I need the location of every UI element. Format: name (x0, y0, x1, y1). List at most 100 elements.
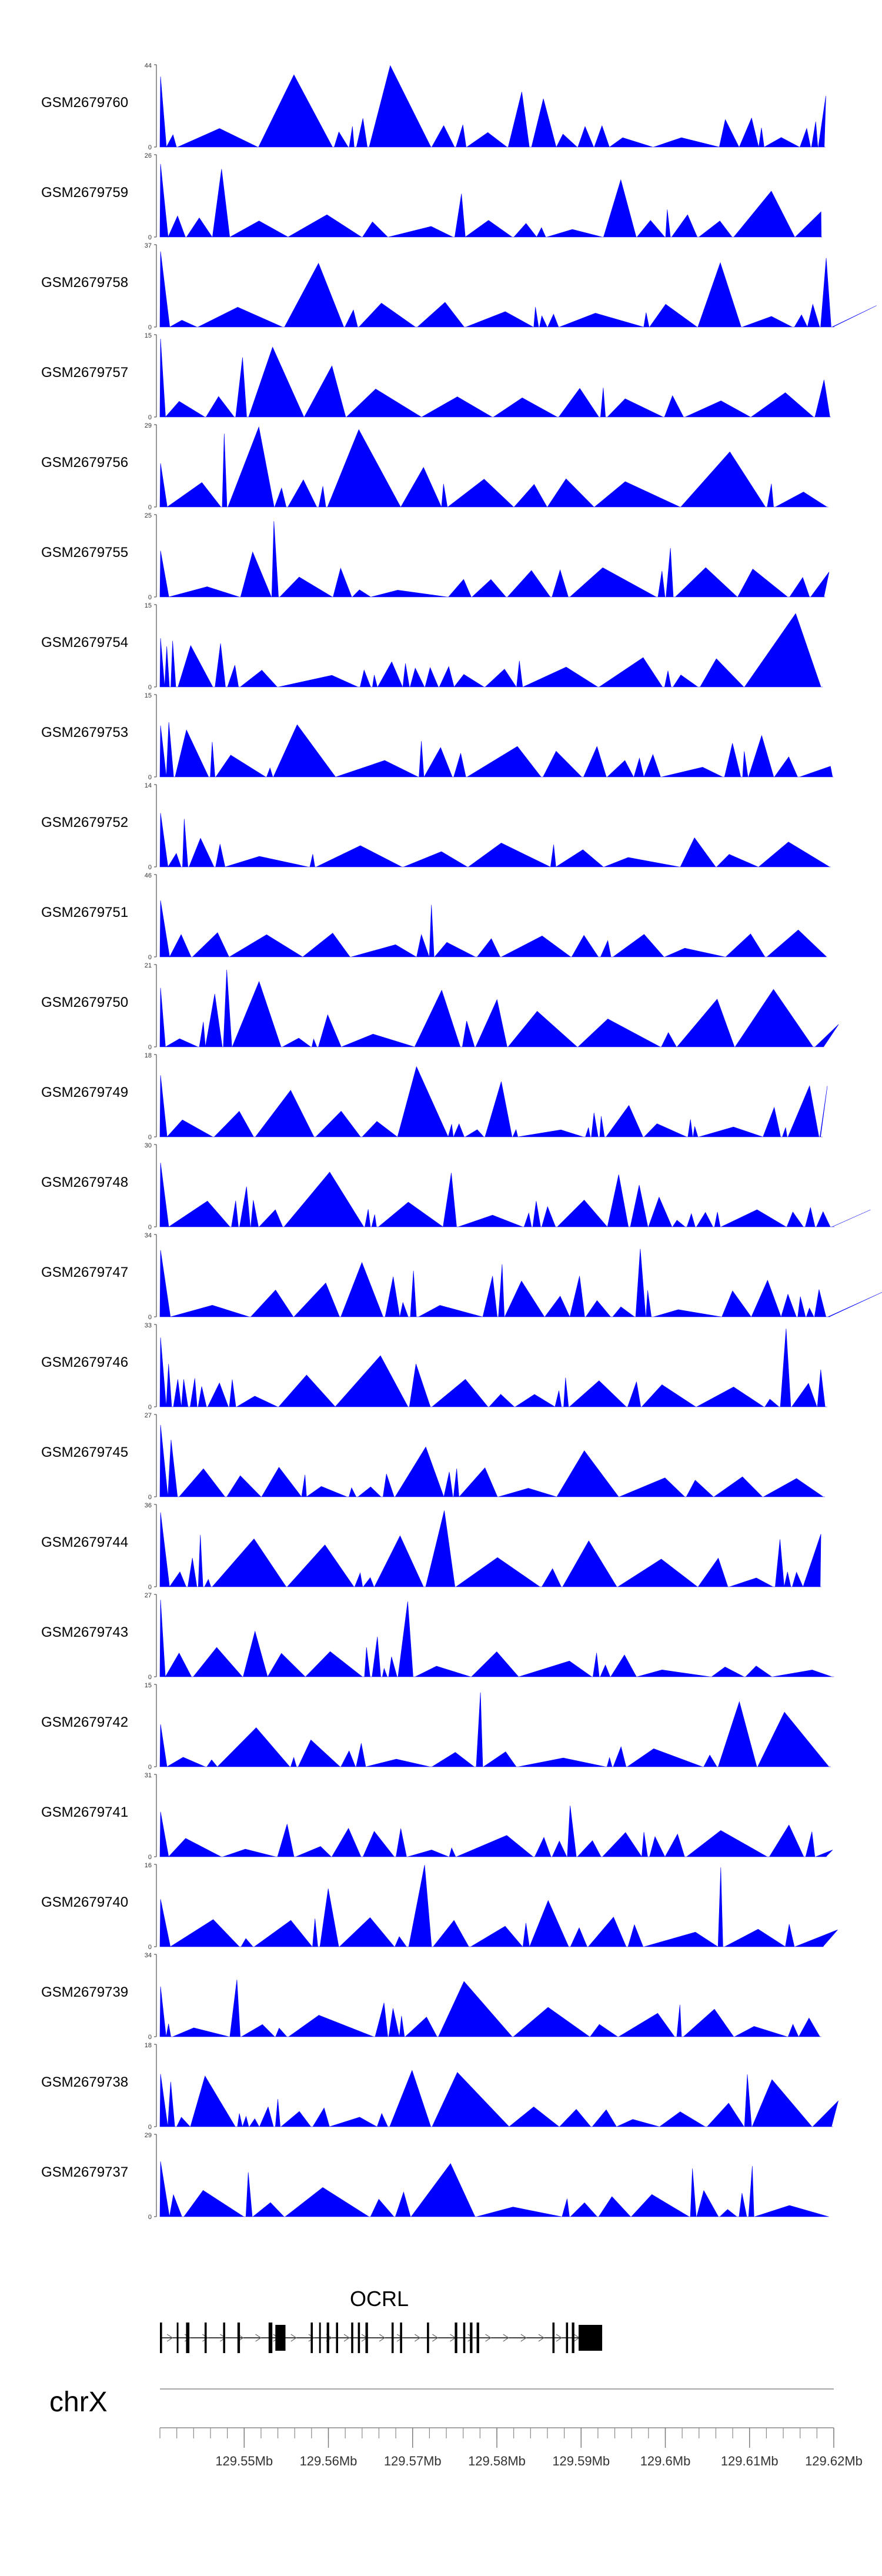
track-label: GSM2679744 (41, 1534, 128, 1550)
track-label: GSM2679738 (41, 2074, 128, 2090)
exon (223, 2323, 225, 2353)
track-label: GSM2679741 (41, 1804, 128, 1820)
y-min-label: 0 (148, 504, 152, 511)
exon (566, 2323, 569, 2353)
track-GSM2679754: GSM2679754 15 0 (41, 602, 823, 691)
exon (391, 2323, 394, 2353)
strand-arrow (379, 2334, 386, 2342)
y-max-label: 18 (145, 1052, 152, 1059)
track-GSM2679743: GSM2679743 27 0 (41, 1592, 834, 1681)
coverage-area (159, 2070, 839, 2127)
y-max-label: 31 (145, 1772, 152, 1779)
axis-tick-label: 129.57Mb (384, 2454, 442, 2468)
y-min-label: 0 (148, 1944, 152, 1951)
y-min-label: 0 (148, 2034, 152, 2041)
exon (552, 2323, 555, 2353)
track-GSM2679741: GSM2679741 31 0 (41, 1772, 833, 1861)
axis-tick-label: 129.56Mb (300, 2454, 358, 2468)
strand-arrow (467, 2334, 474, 2342)
track-GSM2679742: GSM2679742 15 0 (41, 1682, 831, 1771)
coverage-area (159, 1864, 838, 1947)
exon (427, 2323, 429, 2353)
track-label: GSM2679746 (41, 1354, 128, 1370)
y-min-label: 0 (148, 864, 152, 871)
y-min-label: 0 (148, 774, 152, 781)
axis-tick-label: 129.61Mb (721, 2454, 779, 2468)
exon (160, 2323, 162, 2353)
track-GSM2679744: GSM2679744 36 0 (41, 1502, 821, 1591)
y-max-label: 21 (145, 962, 152, 969)
genome-axis: chrX 129.55Mb 129.56Mb 129.57Mb 129.58Mb 129… (49, 2387, 863, 2468)
coverage-area (159, 1329, 827, 1407)
y-max-label: 44 (145, 62, 152, 69)
track-GSM2679752: GSM2679752 14 0 (41, 782, 831, 871)
y-max-label: 25 (145, 512, 152, 519)
track-label: GSM2679757 (41, 365, 128, 381)
exon (176, 2323, 179, 2353)
y-max-label: 16 (145, 1862, 152, 1869)
exon (268, 2323, 273, 2353)
y-max-label: 14 (145, 782, 152, 789)
track-label: GSM2679754 (41, 635, 128, 650)
track-label: GSM2679756 (41, 455, 128, 471)
y-min-label: 0 (148, 1674, 152, 1681)
exon (455, 2323, 457, 2353)
y-max-label: 34 (145, 1952, 152, 1959)
y-min-label: 0 (148, 1314, 152, 1321)
track-label: GSM2679745 (41, 1444, 128, 1460)
gene-label: OCRL (350, 2287, 409, 2311)
strand-arrow (166, 2334, 173, 2342)
coverage-area (159, 426, 828, 508)
y-max-label: 33 (145, 1322, 152, 1329)
track-label: GSM2679749 (41, 1085, 128, 1100)
y-max-label: 29 (145, 2132, 152, 2139)
strand-arrow (396, 2334, 403, 2342)
track-label: GSM2679740 (41, 1894, 128, 1910)
strand-arrow (220, 2334, 226, 2342)
y-max-label: 15 (145, 602, 152, 609)
track-GSM2679745: GSM2679745 27 0 (41, 1412, 825, 1501)
track-GSM2679750: GSM2679750 21 0 (41, 962, 839, 1051)
coverage-area (159, 1692, 831, 1767)
coverage-area (159, 1424, 825, 1497)
axis-tick-label: 129.59Mb (552, 2454, 610, 2468)
strand-arrow (556, 2334, 563, 2342)
exon (319, 2323, 321, 2353)
exon (275, 2325, 286, 2351)
track-label: GSM2679760 (41, 95, 128, 111)
track-GSM2679758: GSM2679758 37 0 (41, 242, 877, 331)
strand-arrow (202, 2334, 209, 2342)
coverage-area (159, 1600, 834, 1678)
strand-arrow (538, 2334, 545, 2342)
y-max-label: 29 (145, 422, 152, 429)
track-label: GSM2679758 (41, 275, 128, 291)
y-max-label: 37 (145, 242, 152, 249)
coverage-area (159, 722, 834, 778)
y-min-label: 0 (148, 1044, 152, 1051)
coverage-area (159, 813, 831, 867)
track-label: GSM2679750 (41, 995, 128, 1010)
y-min-label: 0 (148, 1764, 152, 1771)
y-min-label: 0 (148, 1854, 152, 1861)
y-max-label: 15 (145, 1682, 152, 1689)
track-label: GSM2679759 (41, 185, 128, 201)
strand-arrow (308, 2334, 315, 2342)
strand-arrow (432, 2334, 439, 2342)
coverage-area (159, 521, 830, 598)
track-GSM2679740: GSM2679740 16 0 (41, 1862, 838, 1951)
exon (186, 2323, 190, 2353)
exon (572, 2323, 574, 2353)
y-min-label: 0 (148, 1134, 152, 1141)
coverage-tracks: GSM2679760440GSM2679759260GSM2679758370G… (41, 62, 882, 2221)
track-GSM2679757: GSM2679757 15 0 (41, 332, 831, 421)
gene-track: OCRL (160, 2287, 603, 2353)
coverage-area (159, 900, 827, 957)
track-GSM2679749: GSM2679749 18 0 (41, 1052, 828, 1141)
track-label: GSM2679751 (41, 905, 128, 920)
y-max-label: 26 (145, 152, 152, 159)
coverage-area (159, 1249, 882, 1317)
strand-arrow (520, 2334, 527, 2342)
chromosome-label: chrX (49, 2387, 108, 2418)
coverage-area (159, 339, 831, 418)
